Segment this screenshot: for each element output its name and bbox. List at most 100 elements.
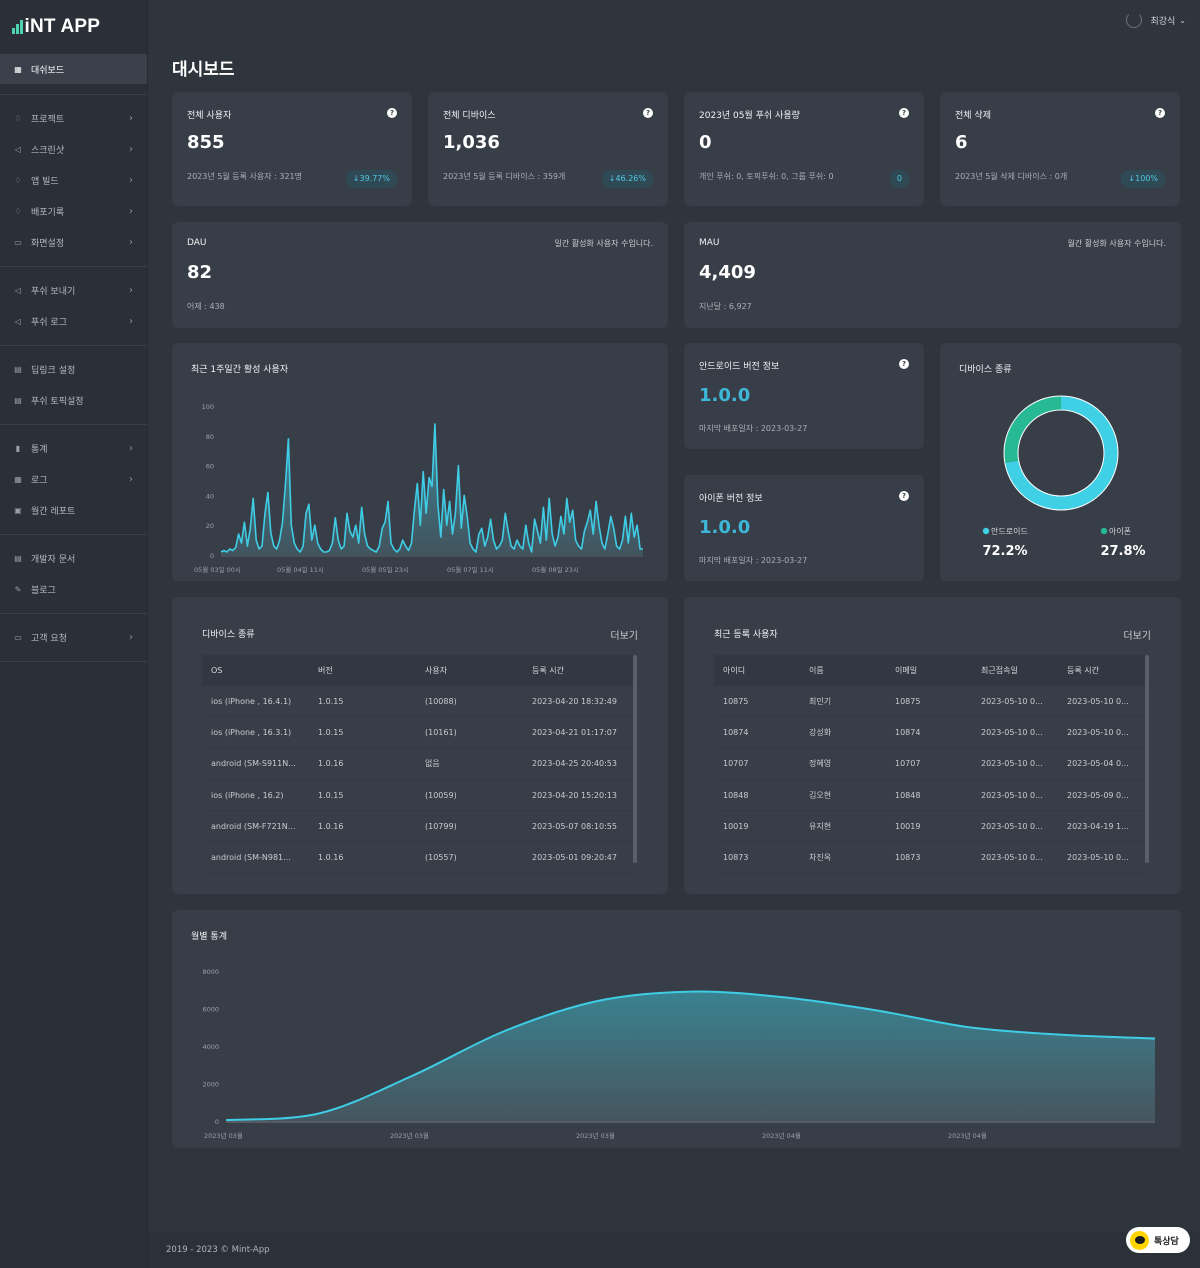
x-tick-label: 2023년 03월 [576,1131,615,1140]
stat-title: 전체 사용자 [187,111,232,121]
column-header[interactable]: 이름 [809,666,824,675]
app-logo[interactable]: iNT APP [0,0,147,54]
table-row[interactable]: ios (iPhone , 16.4.1) 1.0.15 (10088) 2023-0… [202,686,634,718]
bar-chart-icon: ▮ [15,444,21,453]
table-row[interactable]: android (SM-S911N... 1.0.16 없음 2023-04-25 2… [202,749,634,780]
scrollbar[interactable] [1145,655,1149,863]
sidebar-item-label: 푸쉬 토픽설정 [31,397,84,407]
sidebar-item[interactable]: ▣ 월간 레포트 [0,495,147,526]
android-version-value: 1.0.0 [699,385,751,406]
sidebar-item[interactable]: ◁ 푸쉬 보내기 › [0,275,147,306]
x-tick-label: 05월 07일 11시 [447,565,494,574]
table-row[interactable]: 10707 정혜영 10707 2023-05-10 0... 2023-05-04 0… [714,749,1147,780]
x-tick-label: 2023년 04월 [948,1131,987,1140]
table-cell: 2023-05-10 0... [1067,727,1129,737]
donut-slice [1004,396,1118,510]
table-row[interactable]: 10848 김오현 10848 2023-05-10 0... 2023-05-09 0… [714,780,1147,812]
device-type-card: 디바이스 종류 안드로이드 72.2% 아이폰 27.8% [940,343,1181,581]
sidebar-item-label: 딥링크 설정 [31,366,76,376]
column-header[interactable]: 버전 [318,666,333,675]
weekly-active-card: 최근 1주일간 활성 사용자 100 80 60 40 20 0 05월 03일 00시 05… [172,343,668,581]
sidebar-item-label: 프로젝트 [31,115,65,125]
user-table: 아이디 이름 이메일 최근접속일 등록 시간 10875 최민기 10875 2023-05-1… [714,655,1147,874]
help-icon[interactable]: ? [643,108,653,118]
column-header[interactable]: 최근접속일 [981,666,1018,675]
stat-value: 855 [187,132,225,153]
sidebar-item-dashboard[interactable]: ▦ 대쉬보드 [0,54,147,84]
device-table-card: 디바이스 종류 더보기 OS 버전 사용자 등록 시간 ios (iPhone , 16… [172,597,668,894]
table-cell: 차진옥 [809,853,832,863]
table-cell: (10059) [425,790,457,800]
table-row[interactable]: android (SM-F721N... 1.0.16 (10799) 2023-05… [202,811,634,843]
column-header[interactable]: 사용자 [425,666,448,675]
table-cell: 1.0.15 [318,790,344,800]
table-row[interactable]: 10019 유지현 10019 2023-05-10 0... 2023-04-19 1… [714,811,1147,843]
chevron-right-icon: › [129,144,133,155]
legend-dot [982,527,990,535]
sidebar-item[interactable]: ▤ 개발자 문서 [0,543,147,574]
stat-card: 전체 디바이스 ? 1,036 2023년 5월 등록 디바이스 : 359개 … [428,92,668,206]
sidebar-item[interactable]: ♢ 앱 빌드 › [0,165,147,196]
table-header: 아이디 이름 이메일 최근접속일 등록 시간 [714,655,1147,686]
table-row[interactable]: 10873 차진옥 10873 2023-05-10 0... 2023-05-10 0… [714,842,1147,874]
chevron-down-icon: ⌄ [1179,15,1186,25]
sidebar-nav: ♢ 프로젝트 › ◁ 스크린샷 › ♢ 앱 빌드 › ♢ 배포기록 › ▭ 화면설정 › ◁ 푸쉬 보내기 › ◁ 푸… [0,94,147,662]
chevron-right-icon: › [129,206,133,217]
column-header[interactable]: 아이디 [723,666,746,675]
weekly-chart: 100 80 60 40 20 0 05월 03일 00시 05월 04일 11시 05월 05… [194,403,643,574]
device-table-more-link[interactable]: 더보기 [610,631,638,642]
column-header[interactable]: 등록 시간 [1067,666,1099,675]
column-header[interactable]: OS [211,666,223,675]
table-cell: 없음 [425,759,440,769]
sidebar-item[interactable]: ♢ 프로젝트 › [0,103,147,134]
user-name: 최강식 [1150,16,1176,27]
card-icon: ▭ [14,238,22,247]
android-version-card: 안드로이드 버전 정보 ? 1.0.0 마지막 배포일자 : 2023-03-2… [684,343,924,449]
help-icon[interactable]: ? [387,108,397,118]
x-tick-label: 05월 08일 23시 [532,565,579,574]
mau-description: 월간 활성화 사용자 수입니다. [1067,239,1167,248]
sidebar-item[interactable]: ▭ 화면설정 › [0,227,147,258]
sidebar-group: ♢ 프로젝트 › ◁ 스크린샷 › ♢ 앱 빌드 › ♢ 배포기록 › ▭ 화면설정 › [0,94,147,267]
sidebar-item[interactable]: ▭ 고객 요청 › [0,622,147,653]
user-table-more-link[interactable]: 더보기 [1123,631,1151,642]
column-header[interactable]: 등록 시간 [532,666,564,675]
table-row[interactable]: android (SM-N981... 1.0.16 (10557) 2023-05-… [202,842,634,874]
sidebar-item[interactable]: ▤ 푸쉬 토픽설정 [0,385,147,416]
table-row[interactable]: 10875 최민기 10875 2023-05-10 0... 2023-05-10 0… [714,686,1147,718]
sidebar-item[interactable]: ♢ 배포기록 › [0,196,147,227]
device-type-title: 디바이스 종류 [959,365,1012,375]
sidebar-item[interactable]: ▤ 딥링크 설정 [0,354,147,385]
table-cell: ios (iPhone , 16.3.1) [211,727,292,737]
sidebar-item-label: 고객 요청 [31,634,67,644]
column-header[interactable]: 이메일 [895,666,918,675]
sidebar-item[interactable]: ◁ 푸쉬 로그 › [0,306,147,337]
stat-value: 1,036 [443,132,500,153]
user-menu[interactable]: 최강식 ⌄ [1126,12,1186,28]
table-cell: 2023-04-21 01:17:07 [532,727,617,737]
help-icon[interactable]: ? [899,359,909,369]
weekly-chart-title: 최근 1주일간 활성 사용자 [191,365,289,375]
sidebar-group: ◁ 푸쉬 보내기 › ◁ 푸쉬 로그 › [0,267,147,346]
table-row[interactable]: 10874 강성화 10874 2023-05-10 0... 2023-05-10 0… [714,717,1147,749]
device-table: OS 버전 사용자 등록 시간 ios (iPhone , 16.4.1) 1.0.15 (… [202,655,634,874]
sidebar-item-label: 로그 [31,476,48,486]
ios-version-card: 아이폰 버전 정보 ? 1.0.0 마지막 배포일자 : 2023-03-27 [684,475,924,581]
legend-dot [1100,527,1108,535]
table-row[interactable]: ios (iPhone , 16.2) 1.0.15 (10059) 2023-04-… [202,780,634,812]
help-icon[interactable]: ? [899,491,909,501]
help-icon[interactable]: ? [899,108,909,118]
table-cell: 2023-05-10 0... [1067,696,1129,706]
sidebar-item[interactable]: ◁ 스크린샷 › [0,134,147,165]
chevron-right-icon: › [129,474,133,485]
dau-description: 일간 활성화 사용자 수입니다. [554,239,654,248]
help-icon[interactable]: ? [1155,108,1165,118]
chat-consult-button[interactable]: 톡상담 [1126,1227,1190,1253]
sidebar-item[interactable]: ✎ 블로그 [0,574,147,605]
sidebar-item[interactable]: ▦ 로그 › [0,464,147,495]
table-row[interactable]: ios (iPhone , 16.3.1) 1.0.15 (10161) 2023-0… [202,717,634,749]
scrollbar[interactable] [633,655,637,863]
table-cell: 10019 [895,821,921,831]
sidebar-item[interactable]: ▮ 통계 › [0,433,147,464]
y-tick-label: 20 [206,522,214,530]
